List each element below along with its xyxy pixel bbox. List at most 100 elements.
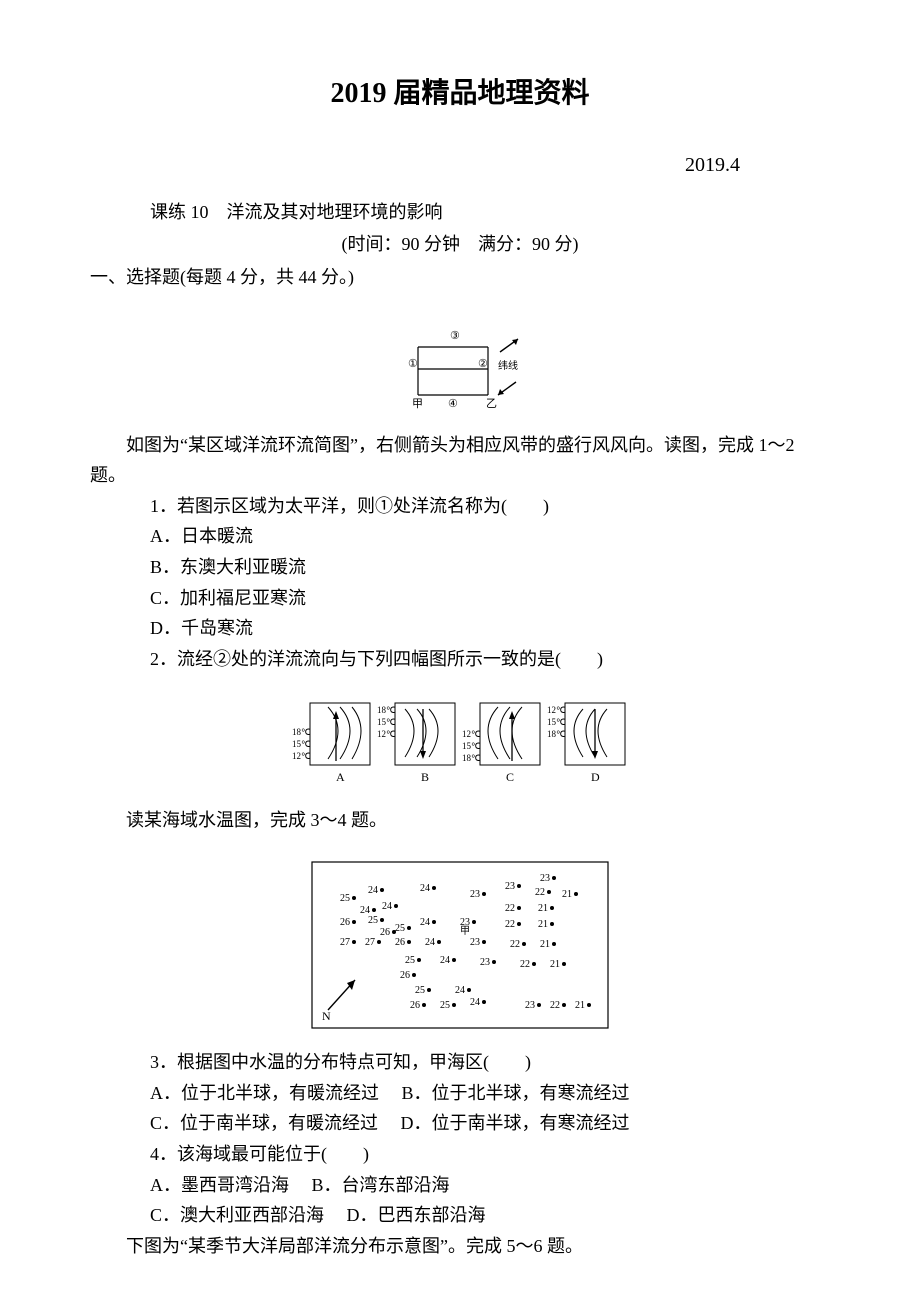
q3-stem: 3．根据图中水温的分布特点可知，甲海区( ) (150, 1047, 830, 1078)
fig3-point (472, 920, 476, 924)
fig3-point-label: 23 (480, 957, 490, 968)
section-1-heading: 一、选择题(每题 4 分，共 44 分。) (90, 262, 830, 293)
intro-para-1: 如图为“某区域洋流环流简图”，右侧箭头为相应风带的盛行风风向。读图，完成 1～2… (90, 430, 830, 491)
fig2-b-12: 12℃ (377, 729, 396, 739)
fig3-point-label: 24 (420, 917, 430, 928)
fig1-label-1: ① (408, 358, 418, 370)
fig3-point (522, 942, 526, 946)
fig3-point (380, 888, 384, 892)
fig3-point (372, 908, 376, 912)
fig3-point (352, 920, 356, 924)
fig2-label-a: A (336, 770, 345, 784)
fig3-point-label: 24 (455, 985, 465, 996)
q4-opt-a: A．墨西哥湾沿海 (150, 1175, 289, 1195)
fig3-point (417, 958, 421, 962)
fig3-point (380, 918, 384, 922)
q4-opts-row1: A．墨西哥湾沿海 B．台湾东部沿海 (150, 1170, 830, 1201)
figure-3: N 甲 252424232323222124242221262525242322… (90, 860, 830, 1039)
fig3-point-label: 25 (368, 915, 378, 926)
fig3-point-label: 26 (395, 937, 405, 948)
fig3-point (432, 886, 436, 890)
fig2-d-12: 12℃ (547, 705, 566, 715)
fig1-label-2: ② (478, 358, 488, 370)
intro-para-3: 下图为“某季节大洋局部洋流分布示意图”。完成 5～6 题。 (90, 1231, 830, 1262)
fig3-point (532, 962, 536, 966)
fig3-point-label: 25 (415, 985, 425, 996)
fig3-point-label: 22 (550, 1000, 560, 1011)
q1-opt-c: C．加利福尼亚寒流 (150, 583, 830, 614)
fig2-a-18: 18℃ (292, 727, 311, 737)
fig3-point-label: 27 (340, 937, 350, 948)
q4-opt-c: C．澳大利亚西部沿海 (150, 1205, 324, 1225)
fig3-point (492, 960, 496, 964)
fig2-b-15: 15℃ (377, 717, 396, 727)
fig3-point (394, 904, 398, 908)
page-title: 2019 届精品地理资料 (90, 70, 830, 118)
fig3-point (482, 1000, 486, 1004)
fig2-c-18: 18℃ (462, 753, 481, 763)
figure-2: 18℃ 15℃ 12℃ A 18℃ 15℃ 12℃ B 12℃ 15℃ 18℃ … (90, 699, 830, 796)
fig3-point (547, 890, 551, 894)
fig3-point (352, 896, 356, 900)
fig1-label-yi: 乙 (486, 397, 497, 410)
fig3-point-label: 22 (520, 959, 530, 970)
fig3-point-label: 24 (440, 955, 450, 966)
q3-opts-row2: C．位于南半球，有暖流经过 D．位于南半球，有寒流经过 (150, 1108, 830, 1139)
figure-1: ③ ① ② ④ 甲 乙 纬线 (90, 317, 830, 421)
figure-1-svg: ③ ① ② ④ 甲 乙 纬线 (390, 317, 530, 412)
fig3-point-label: 23 (470, 889, 480, 900)
fig3-point (552, 942, 556, 946)
fig3-point-label: 26 (400, 970, 410, 981)
fig3-point (517, 906, 521, 910)
fig3-point (552, 876, 556, 880)
lesson-title: 课练 10 洋流及其对地理环境的影响 (150, 197, 830, 228)
fig3-point (407, 926, 411, 930)
q4-opt-b: B．台湾东部沿海 (312, 1175, 450, 1195)
fig2-c-15: 15℃ (462, 741, 481, 751)
fig3-point-label: 21 (550, 959, 560, 970)
fig3-point (432, 920, 436, 924)
fig3-point-label: 22 (510, 939, 520, 950)
fig2-a-12: 12℃ (292, 751, 311, 761)
fig3-point (550, 922, 554, 926)
date-line: 2019.4 (90, 148, 830, 182)
q4-stem: 4．该海域最可能位于( ) (150, 1139, 830, 1170)
fig3-point-label: 21 (562, 889, 572, 900)
fig3-point (517, 922, 521, 926)
q1-opt-d: D．千岛寒流 (150, 613, 830, 644)
fig3-point-label: 21 (538, 919, 548, 930)
q4-opts-row2: C．澳大利亚西部沿海 D．巴西东部沿海 (150, 1200, 830, 1231)
q2-stem: 2．流经②处的洋流流向与下列四幅图所示一致的是( ) (150, 644, 830, 675)
fig3-point-label: 24 (368, 885, 378, 896)
fig2-c-12: 12℃ (462, 729, 481, 739)
figure-3-svg: N 甲 252424232323222124242221262525242322… (310, 860, 610, 1030)
fig3-point-label: 26 (380, 927, 390, 938)
fig3-point-label: 25 (340, 893, 350, 904)
fig2-d-15: 15℃ (547, 717, 566, 727)
fig3-point-label: 24 (382, 901, 392, 912)
fig3-point-label: 23 (540, 873, 550, 884)
fig3-point-label: 26 (340, 917, 350, 928)
fig3-point-label: 25 (440, 1000, 450, 1011)
fig3-point (467, 988, 471, 992)
fig3-point (537, 1003, 541, 1007)
fig1-label-jia: 甲 (412, 398, 423, 410)
fig3-point-label: 22 (505, 903, 515, 914)
fig3-point (574, 892, 578, 896)
fig1-label-4: ④ (448, 398, 458, 410)
fig3-point-label: 23 (525, 1000, 535, 1011)
intro-para-2: 读某海域水温图，完成 3～4 题。 (90, 805, 830, 836)
fig3-point (482, 892, 486, 896)
fig3-point-label: 25 (405, 955, 415, 966)
fig3-point (377, 940, 381, 944)
fig3-point-label: 23 (460, 917, 470, 928)
fig3-point (427, 988, 431, 992)
fig3-point (587, 1003, 591, 1007)
fig3-point-label: 27 (365, 937, 375, 948)
fig3-point (452, 1003, 456, 1007)
q3-opt-d: D．位于南半球，有寒流经过 (401, 1113, 630, 1133)
fig3-point-label: 21 (538, 903, 548, 914)
fig3-point (562, 962, 566, 966)
fig1-label-3: ③ (450, 330, 460, 342)
fig3-point-label: 22 (535, 887, 545, 898)
